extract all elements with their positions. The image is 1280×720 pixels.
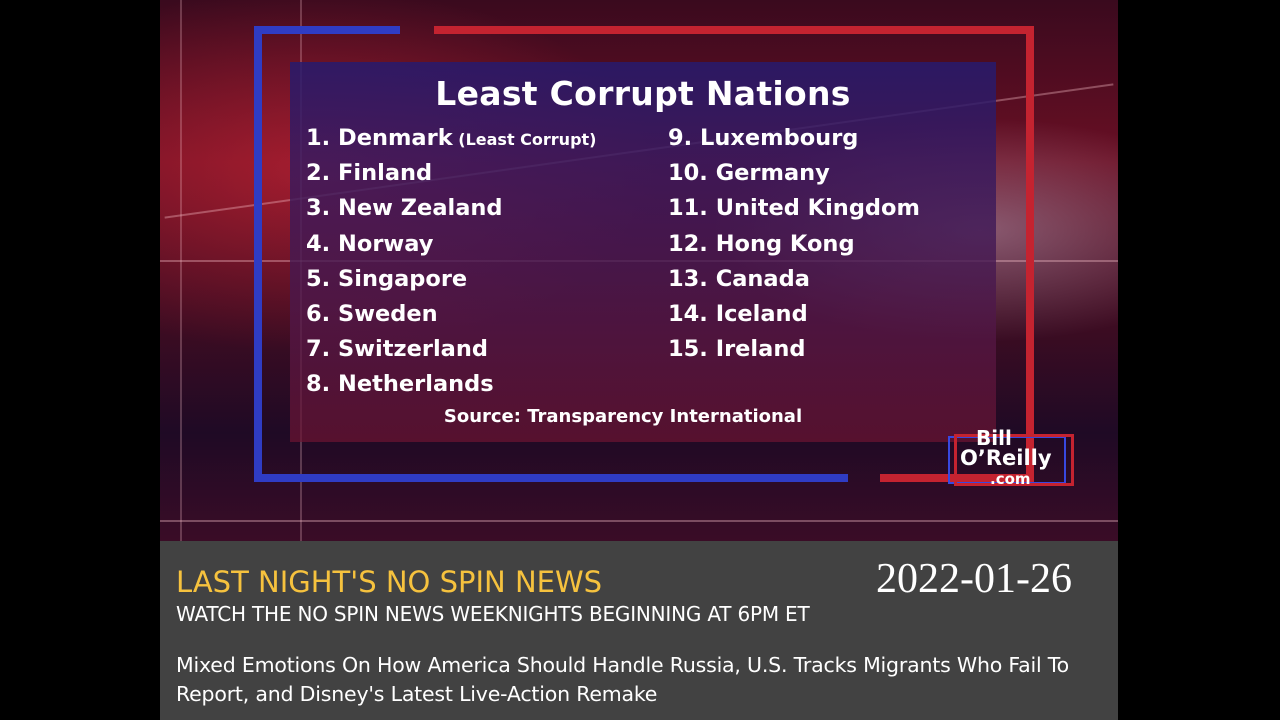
panel-title: Least Corrupt Nations — [435, 74, 851, 113]
episode-summary: Mixed Emotions On How America Should Han… — [176, 653, 1069, 706]
bill-oreilly-logo: Bill O’Reilly .com — [948, 424, 1074, 490]
ranking-item: 3. New Zealand — [306, 195, 503, 221]
logo-line-2: O’Reilly — [960, 446, 1052, 470]
rankings-panel: Least Corrupt Nations 1. Denmark (Least … — [290, 62, 996, 442]
ranking-text: 6. Sweden — [306, 301, 438, 327]
ranking-text: 4. Norway — [306, 230, 434, 257]
frame-red-right — [1026, 26, 1034, 482]
background-line — [180, 0, 182, 541]
logo-line-1: Bill — [976, 426, 1012, 450]
ranking-text: 13. Canada — [668, 265, 810, 292]
ranking-item: 15. Ireland — [668, 336, 805, 362]
ranking-text: 15. Ireland — [668, 336, 806, 363]
frame-red-bottom — [880, 474, 1034, 482]
ranking-item: 8. Netherlands — [306, 371, 494, 397]
ranking-item: 13. Canada — [668, 266, 810, 292]
ranking-text: 9. Luxembourg — [668, 125, 859, 151]
ranking-item: 6. Sweden — [306, 301, 438, 327]
frame-blue-left — [254, 26, 262, 482]
ranking-text: 5. Singapore — [306, 265, 468, 292]
ranking-item: 12. Hong Kong — [668, 231, 855, 257]
logo-red-frame — [954, 434, 1074, 486]
ranking-item: 5. Singapore — [306, 266, 467, 292]
ranking-note: (Least Corrupt) — [452, 130, 597, 149]
ranking-item: 10. Germany — [668, 160, 830, 186]
banner-headline: LAST NIGHT'S NO SPIN NEWS — [176, 565, 603, 599]
video-frame[interactable]: Least Corrupt Nations 1. Denmark (Least … — [160, 0, 1118, 720]
ranking-text: 2. Finland — [306, 160, 433, 187]
ranking-item: 11. United Kingdom — [668, 195, 920, 221]
frame-blue-bottom — [254, 474, 848, 482]
source-credit: Source: Transparency International — [443, 406, 803, 427]
frame-blue-top — [254, 26, 400, 34]
ranking-text: 8. Netherlands — [306, 371, 494, 398]
logo-line-3: .com — [990, 470, 1031, 488]
ranking-item: 14. Iceland — [668, 301, 808, 327]
broadcast-graphic: Least Corrupt Nations 1. Denmark (Least … — [160, 0, 1118, 541]
ranking-item: 9. Luxembourg — [668, 125, 858, 151]
ranking-text: 3. New Zealand — [306, 195, 503, 222]
episode-date: 2022-01-26 — [876, 556, 1072, 602]
ranking-text: 14. Iceland — [668, 301, 808, 327]
ranking-text: 1. Denmark — [306, 125, 453, 151]
ranking-item: 7. Switzerland — [306, 336, 488, 362]
ranking-text: 11. United Kingdom — [668, 195, 920, 222]
banner-subline: WATCH THE NO SPIN NEWS WEEKNIGHTS BEGINN… — [176, 602, 810, 626]
ranking-item: 4. Norway — [306, 231, 433, 257]
background-streak — [160, 520, 1118, 522]
episode-banner: LAST NIGHT'S NO SPIN NEWS 2022-01-26 WAT… — [160, 541, 1118, 720]
ranking-text: 10. Germany — [668, 160, 830, 187]
ranking-item: 2. Finland — [306, 160, 432, 186]
ranking-item: 1. Denmark (Least Corrupt) — [306, 125, 596, 151]
frame-red-top — [434, 26, 1034, 34]
ranking-text: 7. Switzerland — [306, 336, 488, 363]
ranking-text: 12. Hong Kong — [668, 230, 855, 257]
